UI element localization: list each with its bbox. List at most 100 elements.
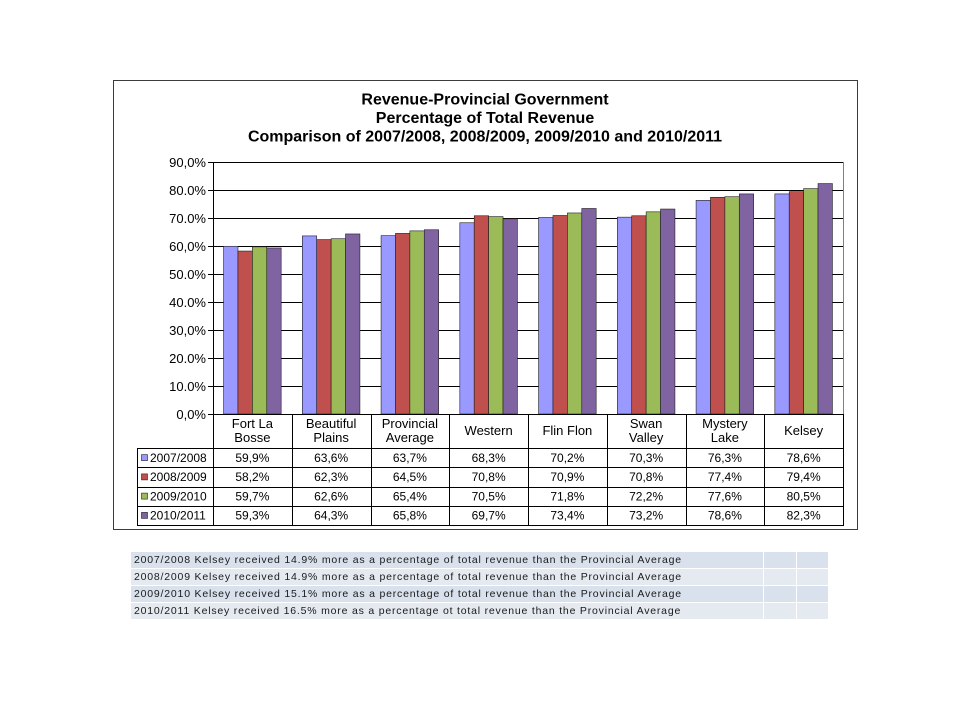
bar-2010-2011-western [502, 218, 518, 415]
data-table-value: 70,8% [629, 470, 663, 484]
y-tick-label: 40.0% [169, 295, 206, 310]
note-empty-cell [796, 602, 829, 620]
y-tick-label: 10.0% [169, 379, 206, 394]
data-table-value: 71,8% [550, 489, 584, 503]
data-table-value: 70,9% [550, 470, 584, 484]
data-table-value: 77,4% [708, 470, 742, 484]
data-table-value: 70,8% [472, 470, 506, 484]
data-table-value: 64,5% [393, 470, 427, 484]
data-table-value: 70,2% [550, 451, 584, 465]
data-table-value: 68,3% [472, 451, 506, 465]
bar-2010-2011-provincial-average [423, 229, 439, 415]
series-label: 2007/2008 [150, 451, 207, 465]
bar-2008-2009-western [473, 215, 489, 415]
data-table-value: 69,7% [472, 509, 506, 523]
bar-2010-2011-mystery-lake [738, 193, 754, 415]
bar-2009-2010-kelsey [803, 188, 819, 415]
data-table-value: 65,8% [393, 509, 427, 523]
data-table-value: 80,5% [787, 489, 821, 503]
bar-2009-2010-western [488, 216, 504, 415]
y-tick-label: 80.0% [169, 183, 206, 198]
bar-2008-2009-mystery-lake [710, 196, 726, 415]
note-empty-cell [763, 585, 797, 603]
bar-2009-2010-beautiful-plains [330, 238, 346, 415]
y-tick-label: 0,0% [176, 407, 206, 422]
data-table-value: 78,6% [787, 451, 821, 465]
notes-row: 2007/2008 Kelsey received 14.9% more as … [130, 551, 829, 569]
bar-2007-2008-swan-valley [617, 216, 633, 415]
chart-title-line-2: Percentage of Total Revenue [376, 110, 595, 127]
y-tick-label: 50.0% [169, 267, 206, 282]
data-table-value: 58,2% [235, 470, 269, 484]
notes-row: 2008/2009 Kelsey received 14.9% more as … [130, 568, 829, 586]
data-table-value: 62,6% [314, 489, 348, 503]
series-label: 2010/2011 [150, 509, 206, 523]
note-empty-cell [763, 602, 797, 620]
bar-2008-2009-swan-valley [631, 215, 647, 415]
data-table-value: 76,3% [708, 451, 742, 465]
note-text: 2007/2008 Kelsey received 14.9% more as … [130, 551, 764, 569]
bar-2007-2008-kelsey [774, 193, 790, 415]
data-table-value: 70,5% [472, 489, 506, 503]
note-text: 2008/2009 Kelsey received 14.9% more as … [130, 568, 764, 586]
data-table-value: 77,6% [708, 489, 742, 503]
series-label: 2009/2010 [150, 489, 207, 503]
note-empty-cell [796, 568, 829, 586]
notes-row: 2009/2010 Kelsey received 15.1% more as … [130, 585, 829, 603]
legend-key-2007-2008 [141, 454, 148, 461]
bar-2007-2008-mystery-lake [695, 200, 711, 415]
bar-2010-2011-swan-valley [660, 208, 676, 415]
note-empty-cell [796, 551, 829, 569]
bar-2008-2009-kelsey [788, 191, 804, 415]
data-table-value: 63,6% [314, 451, 348, 465]
y-tick-labels: 0,0% 10.0% 20.0% 30,0% 40.0% 50.0% 60,0% 70.0% 8… [169, 155, 206, 422]
data-table-value: 73,2% [629, 509, 663, 523]
notes-table: 2007/2008 Kelsey received 14.9% more as … [130, 551, 829, 620]
data-table-value: 72,2% [629, 489, 663, 503]
bar-2010-2011-beautiful-plains [345, 233, 361, 415]
bar-2010-2011-flin-flon [581, 208, 597, 415]
data-table-value: 63,7% [393, 451, 427, 465]
bar-2010-2011-kelsey [817, 183, 833, 415]
legend-key-2008-2009 [141, 473, 148, 481]
data-table-value: 73,4% [550, 509, 584, 523]
bar-2010-2011-fort-la-bosse [266, 247, 282, 415]
data-table-value: 82,3% [787, 509, 821, 523]
data-table: 2007/2008 59,9% 63,6% 63,7% 68,3% 70,2% 70,3% 7… [137, 414, 844, 526]
note-text: 2010/2011 Kelsey received 16.5% more as … [130, 602, 764, 620]
data-table-value: 59,9% [235, 451, 269, 465]
y-tick-label: 30,0% [169, 323, 206, 338]
data-table-value: 59,7% [235, 489, 269, 503]
bar-2007-2008-western [459, 222, 475, 415]
bar-2009-2010-flin-flon [567, 212, 583, 415]
bar-2008-2009-fort-la-bosse [237, 250, 253, 415]
y-tick-label: 20.0% [169, 351, 206, 366]
chart-title-line-1: Revenue-Provincial Government [361, 92, 609, 109]
data-table-value: 59,3% [235, 509, 269, 523]
series-label: 2008/2009 [150, 470, 207, 484]
y-tick-label: 70.0% [169, 211, 206, 226]
bar-2009-2010-fort-la-bosse [252, 246, 268, 415]
bar-2007-2008-provincial-average [380, 235, 396, 415]
notes-row: 2010/2011 Kelsey received 16.5% more as … [130, 602, 829, 620]
legend-key-2009-2010 [141, 492, 148, 500]
bar-2008-2009-provincial-average [395, 233, 411, 415]
data-table-value: 64,3% [314, 509, 348, 523]
bar-2008-2009-beautiful-plains [316, 239, 332, 415]
chart-title-line-3: Comparison of 2007/2008, 2008/2009, 2009… [248, 129, 722, 146]
bars [223, 183, 833, 415]
y-tick-label: 60,0% [169, 239, 206, 254]
bar-2007-2008-beautiful-plains [302, 235, 318, 415]
y-tick-label: 90,0% [169, 155, 206, 170]
bar-2009-2010-mystery-lake [724, 196, 740, 415]
bar-2007-2008-fort-la-bosse [223, 245, 239, 415]
data-table-value: 65,4% [393, 489, 427, 503]
note-empty-cell [796, 585, 829, 603]
bar-2009-2010-provincial-average [409, 230, 425, 415]
note-text: 2009/2010 Kelsey received 15.1% more as … [130, 585, 764, 603]
note-empty-cell [763, 551, 797, 569]
data-table-value: 78,6% [708, 509, 742, 523]
data-table-value: 79,4% [787, 470, 821, 484]
bar-2008-2009-flin-flon [552, 215, 568, 415]
